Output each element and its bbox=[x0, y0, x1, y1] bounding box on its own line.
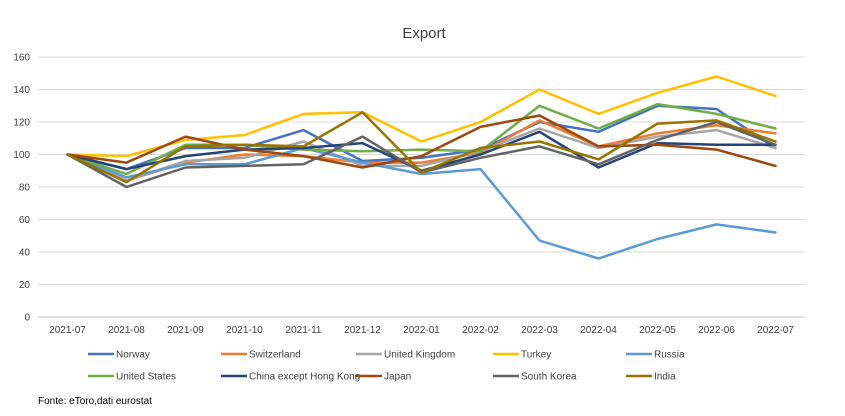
legend-label: Norway bbox=[116, 350, 150, 361]
chart-title: Export bbox=[402, 25, 446, 42]
y-tick-label: 20 bbox=[19, 280, 31, 291]
x-tick-label: 2022-06 bbox=[698, 325, 735, 336]
legend: Norway Switzerland United Kingdom Turkey Rus… bbox=[88, 350, 685, 383]
x-tick-label: 2021-10 bbox=[226, 325, 263, 336]
legend-label: Turkey bbox=[521, 350, 551, 361]
legend-label: South Korea bbox=[521, 372, 577, 383]
legend-label: Switzerland bbox=[249, 350, 301, 361]
series-lines bbox=[66, 75, 777, 260]
y-tick-label: 160 bbox=[13, 53, 30, 64]
legend-label: India bbox=[654, 372, 676, 383]
series-line-russia bbox=[66, 146, 777, 260]
x-tick-label: 2021-08 bbox=[108, 325, 145, 336]
x-tick-label: 2022-05 bbox=[639, 325, 676, 336]
y-tick-label: 120 bbox=[13, 118, 30, 129]
series-line-japan bbox=[66, 114, 777, 169]
legend-label: China except Hong Kong bbox=[249, 372, 360, 383]
gridlines bbox=[38, 56, 805, 318]
x-tick-label: 2022-04 bbox=[580, 325, 617, 336]
x-tick-label: 2022-01 bbox=[403, 325, 440, 336]
x-tick-label: 2021-09 bbox=[167, 325, 204, 336]
legend-label: United Kingdom bbox=[384, 350, 455, 361]
x-tick-label: 2021-12 bbox=[344, 325, 381, 336]
x-tick-label: 2022-03 bbox=[521, 325, 558, 336]
series-line-united-states bbox=[66, 102, 777, 176]
x-tick-label: 2022-02 bbox=[462, 325, 499, 336]
x-axis: 2021-07 2021-08 2021-09 2021-10 2021-11 2021-… bbox=[49, 325, 794, 336]
series-line-india bbox=[66, 111, 777, 184]
series-line-united-kingdom bbox=[66, 127, 777, 182]
y-tick-label: 100 bbox=[13, 150, 30, 161]
y-tick-label: 60 bbox=[19, 215, 31, 226]
series-line-norway bbox=[66, 104, 777, 171]
y-tick-label: 140 bbox=[13, 85, 30, 96]
legend-label: Japan bbox=[384, 372, 411, 383]
y-tick-label: 80 bbox=[19, 183, 31, 194]
legend-label: United States bbox=[116, 372, 176, 383]
series-line-switzerland bbox=[66, 119, 777, 182]
legend-label: Russia bbox=[654, 350, 685, 361]
y-tick-label: 40 bbox=[19, 248, 31, 259]
series-line-turkey bbox=[66, 75, 777, 158]
x-tick-label: 2022-07 bbox=[757, 325, 794, 336]
y-axis: 0 20 40 60 80 100 120 140 160 bbox=[13, 53, 30, 324]
source-note: Fonte: eToro,dati eurostat bbox=[38, 396, 152, 407]
y-tick-label: 0 bbox=[24, 313, 30, 324]
x-tick-label: 2021-11 bbox=[286, 325, 322, 336]
x-tick-label: 2021-07 bbox=[49, 325, 86, 336]
